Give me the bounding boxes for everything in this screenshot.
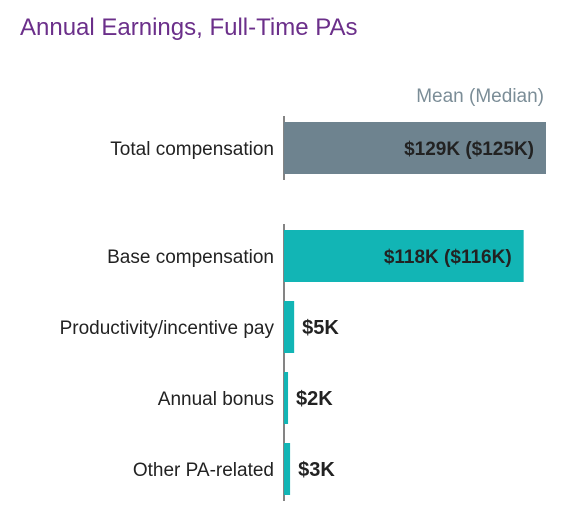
category-label-base-compensation: Base compensation xyxy=(107,247,274,268)
bar-total-compensation xyxy=(284,122,546,174)
value-label-other-pa-related: $3K xyxy=(298,459,335,481)
legend-label: Mean (Median) xyxy=(416,86,544,107)
bar-productivity-incentive-pay xyxy=(284,301,295,353)
category-label-annual-bonus: Annual bonus xyxy=(158,389,274,410)
value-label-productivity-incentive-pay: $5K xyxy=(302,317,339,339)
category-label-productivity-incentive-pay: Productivity/incentive pay xyxy=(60,318,275,339)
category-label-total-compensation: Total compensation xyxy=(110,139,274,160)
bar-annual-bonus xyxy=(284,372,289,424)
bar-other-pa-related xyxy=(284,443,291,495)
chart-title: Annual Earnings, Full-Time PAs xyxy=(20,14,358,41)
category-label-other-pa-related: Other PA-related xyxy=(133,460,274,481)
value-label-total-compensation: $129K ($125K) xyxy=(404,139,534,160)
bar-base-compensation xyxy=(284,230,524,282)
value-label-base-compensation: $118K ($116K) xyxy=(384,247,512,268)
value-label-annual-bonus: $2K xyxy=(296,388,333,410)
